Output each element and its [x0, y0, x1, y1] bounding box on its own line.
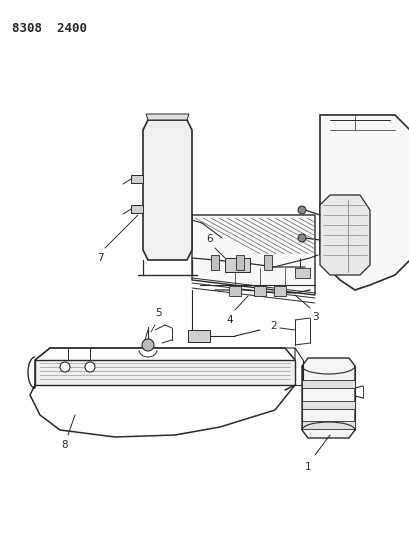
Circle shape: [85, 362, 95, 372]
Text: 2: 2: [270, 321, 276, 331]
Polygon shape: [188, 330, 209, 342]
Polygon shape: [35, 360, 294, 385]
Polygon shape: [131, 175, 143, 183]
Polygon shape: [273, 286, 285, 296]
Polygon shape: [236, 255, 243, 270]
Polygon shape: [301, 421, 354, 429]
Polygon shape: [254, 286, 265, 296]
Text: 8308  2400: 8308 2400: [12, 22, 87, 35]
Polygon shape: [301, 358, 354, 438]
Text: 5: 5: [155, 308, 162, 318]
Circle shape: [142, 339, 154, 351]
Text: 3: 3: [311, 312, 317, 322]
Text: 4: 4: [226, 315, 233, 325]
Text: 8: 8: [61, 440, 68, 450]
Polygon shape: [143, 120, 191, 260]
Polygon shape: [225, 258, 249, 272]
Polygon shape: [131, 205, 143, 213]
Circle shape: [297, 206, 305, 214]
Circle shape: [60, 362, 70, 372]
Polygon shape: [319, 115, 409, 290]
Polygon shape: [229, 286, 240, 296]
Circle shape: [297, 234, 305, 242]
Polygon shape: [146, 114, 189, 120]
Text: 7: 7: [97, 253, 103, 263]
Polygon shape: [211, 255, 218, 270]
Polygon shape: [263, 255, 271, 270]
Polygon shape: [301, 401, 354, 409]
Text: 6: 6: [206, 234, 213, 244]
Polygon shape: [319, 195, 369, 275]
Polygon shape: [294, 268, 309, 278]
Text: 1: 1: [304, 462, 310, 472]
Polygon shape: [191, 215, 314, 295]
Polygon shape: [301, 380, 354, 388]
